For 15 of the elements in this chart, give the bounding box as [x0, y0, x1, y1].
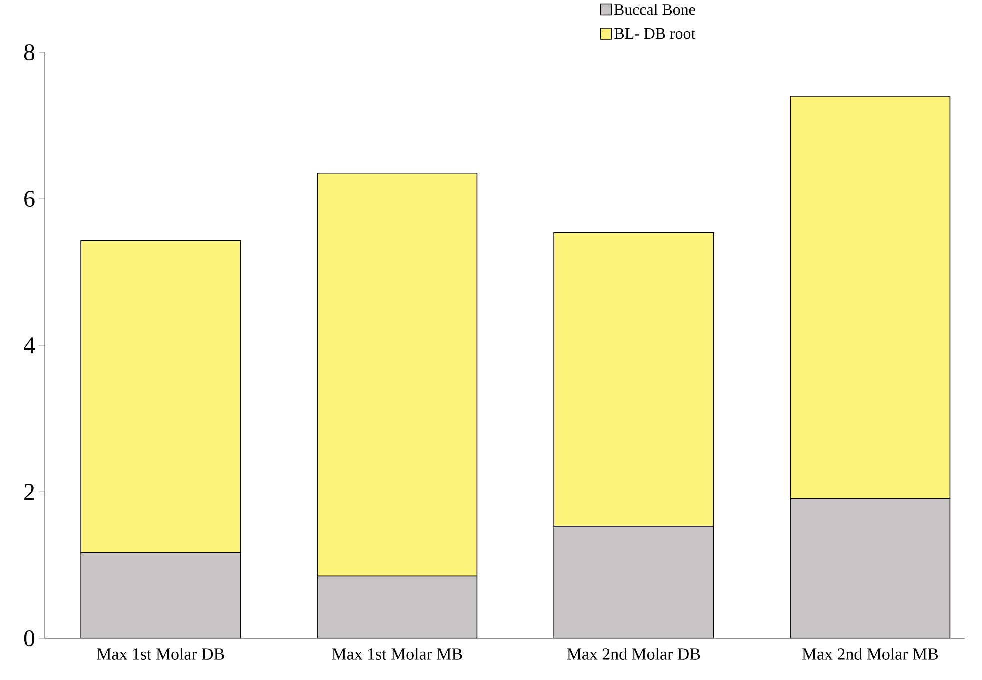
y-tick-label: 8 — [24, 44, 35, 61]
bar — [790, 498, 951, 639]
bar — [80, 552, 242, 639]
x-tick-label: Max 1st Molar DB — [97, 648, 224, 660]
y-tick-label: 4 — [24, 338, 36, 354]
bar — [317, 576, 478, 639]
legend-label: BL- DB root — [614, 28, 696, 40]
y-tick-label: 0 — [24, 630, 35, 647]
bar — [554, 526, 714, 639]
x-tick-label: Max 2nd Molar MB — [802, 648, 938, 660]
legend-label: Buccal Bone — [614, 4, 696, 16]
x-tick-label: Max 2nd Molar DB — [567, 648, 700, 660]
y-tick-label: 6 — [24, 191, 35, 208]
x-tick-label: Max 1st Molar MB — [332, 648, 462, 660]
y-tick-label: 2 — [24, 484, 34, 500]
